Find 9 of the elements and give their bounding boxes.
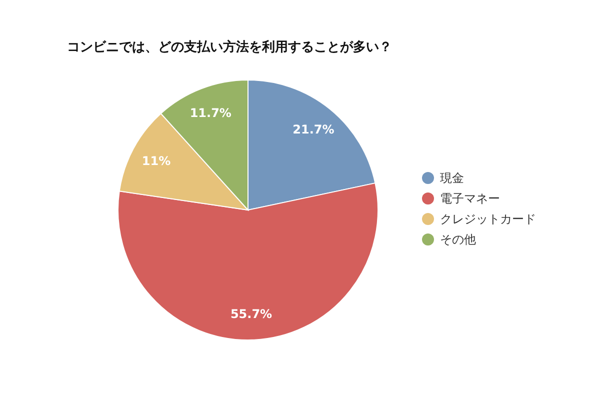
legend-label: クレジットカード: [440, 212, 536, 226]
data-label: 55.7%: [230, 307, 272, 322]
legend-label: 現金: [440, 171, 464, 186]
data-label: 11.7%: [190, 106, 232, 120]
chart-title: コンビニでは、どの支払い方法を利用することが多い？: [67, 39, 392, 55]
data-label: 11%: [142, 154, 171, 168]
legend-label: 電子マネー: [440, 192, 500, 206]
data-label: 21.7%: [292, 122, 334, 136]
legend-label: その他: [440, 232, 476, 247]
